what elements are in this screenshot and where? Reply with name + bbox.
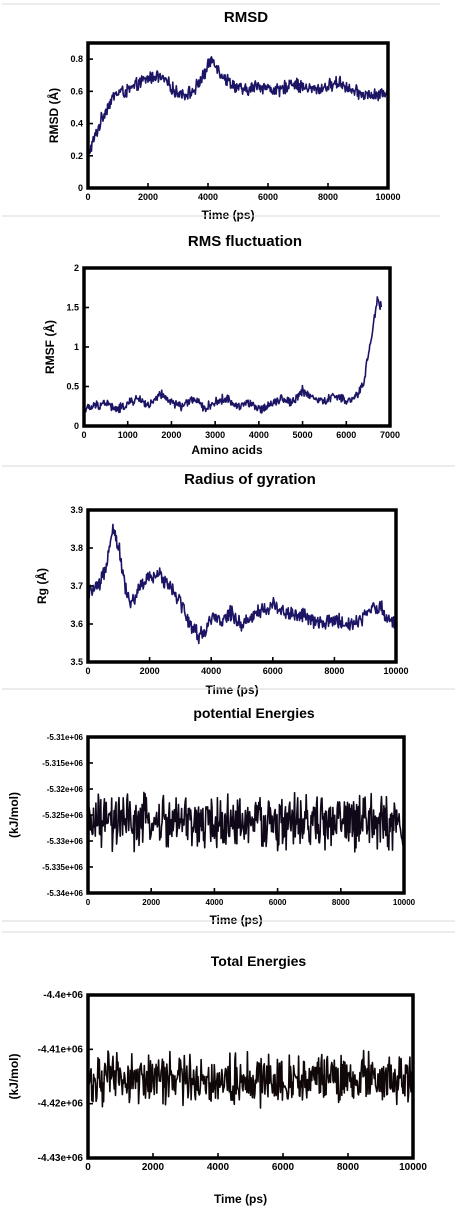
chart-svg-potential-energy: potential Energies 0 2000 4000 6000 8000 10000… <box>7 705 416 927</box>
y-tick-label-rmsd: 0.4 <box>70 119 83 129</box>
y-tick-label-rg: 3.9 <box>70 505 83 515</box>
x-tick-label-rg: 8000 <box>324 666 344 676</box>
y-tick-label-rmsf: 1 <box>74 342 79 352</box>
x-axis-label-rg: Time (ps) <box>205 683 258 697</box>
x-tick-label-total-energy: 4000 <box>207 1162 230 1173</box>
chart-svg-total-energy: Total Energies 0 2000 4000 6000 8000 10000 -4.4… <box>7 953 427 1206</box>
x-tick-label-potential-energy: 6000 <box>269 898 287 907</box>
x-tick-label-rmsd: 10000 <box>375 192 400 202</box>
series-line-potential-energy <box>87 791 405 853</box>
x-tick-label-rmsf: 0 <box>81 430 86 440</box>
y-axis-label-rg: Rg (Å) <box>34 568 49 604</box>
y-tick-label-potential-energy: -5.31e+06 <box>47 733 84 742</box>
x-tick-label-total-energy: 0 <box>85 1162 91 1173</box>
y-axis-label-total-energy: (kJ/mol) <box>7 1053 21 1099</box>
series-line-rmsf <box>83 296 383 415</box>
y-axis-label-rmsd: RMSD (Å) <box>46 88 61 143</box>
x-tick-label-potential-energy: 4000 <box>206 898 224 907</box>
y-tick-label-potential-energy: -5.325e+06 <box>42 811 83 820</box>
x-tick-label-rg: 4000 <box>201 666 221 676</box>
x-tick-label-rmsf: 5000 <box>293 430 313 440</box>
total-energy-chart: Total Energies 0 2000 4000 6000 8000 10000 -4.4… <box>0 945 463 1210</box>
y-tick-label-total-energy: -4.42e+06 <box>38 1099 84 1110</box>
x-tick-label-rg: 10000 <box>383 666 408 676</box>
plot-frame-rmsd <box>86 41 390 190</box>
series-line-rg <box>87 523 397 645</box>
x-tick-label-potential-energy: 0 <box>86 898 91 907</box>
x-axis-label-rmsf: Amino acids <box>191 443 263 457</box>
y-tick-label-rg: 3.6 <box>70 619 83 629</box>
x-tick-label-total-energy: 2000 <box>142 1162 165 1173</box>
y-tick-label-potential-energy: -5.34e+06 <box>47 889 84 898</box>
rmsf-chart: RMS fluctuation 0 1000 2000 3000 4000 5000 6000… <box>0 228 463 460</box>
x-tick-label-rg: 2000 <box>140 666 160 676</box>
x-tick-label-potential-energy: 2000 <box>142 898 160 907</box>
chart-svg-rmsd: RMSD 0 2000 4000 6000 8000 10000 0 0.2 0.4 0.6 0.8 T… <box>46 9 401 222</box>
x-tick-label-rmsf: 4000 <box>249 430 269 440</box>
y-tick-label-rmsd: 0.6 <box>70 86 83 96</box>
y-tick-label-rmsd: 0 <box>78 183 83 193</box>
x-tick-label-potential-energy: 10000 <box>393 898 416 907</box>
chart-title-rmsf: RMS fluctuation <box>188 233 302 250</box>
y-tick-label-rmsd: 0.8 <box>70 54 83 64</box>
x-tick-label-rmsf: 7000 <box>380 430 400 440</box>
y-tick-label-rmsf: 2 <box>74 263 79 273</box>
potential-energy-chart: potential Energies 0 2000 4000 6000 8000 10000… <box>0 700 463 930</box>
x-tick-label-potential-energy: 8000 <box>332 898 350 907</box>
y-tick-label-rg: 3.5 <box>70 657 83 667</box>
chart-title-rg: Radius of gyration <box>184 471 316 488</box>
x-axis-label-rmsd: Time (ps) <box>201 208 254 222</box>
x-tick-label-rmsd: 4000 <box>198 192 218 202</box>
y-tick-label-rg: 3.7 <box>70 581 83 591</box>
x-tick-label-rmsd: 6000 <box>258 192 278 202</box>
plot-frame-rg <box>86 508 398 664</box>
y-tick-label-rmsf: 1.5 <box>66 303 79 313</box>
chart-svg-rmsf: RMS fluctuation 0 1000 2000 3000 4000 5000 6000… <box>42 233 400 457</box>
rmsd-chart: RMSD 0 2000 4000 6000 8000 10000 0 0.2 0.4 0.6 0.8 T… <box>0 0 463 222</box>
x-tick-label-total-energy: 8000 <box>337 1162 360 1173</box>
x-tick-label-rmsd: 2000 <box>138 192 158 202</box>
x-tick-label-rmsf: 1000 <box>118 430 138 440</box>
chart-title-rmsd: RMSD <box>224 9 268 26</box>
y-tick-label-rmsf: 0 <box>74 421 79 431</box>
y-axis-label-rmsf: RMSF (Å) <box>42 320 57 374</box>
chart-svg-rg: Radius of gyration 0 2000 4000 6000 8000 10000… <box>34 471 409 697</box>
series-line-total-energy <box>87 1049 414 1109</box>
x-tick-label-rg: 0 <box>85 666 90 676</box>
chart-title-potential-energy: potential Energies <box>193 705 315 721</box>
y-tick-label-rg: 3.8 <box>70 543 83 553</box>
y-tick-label-total-energy: -4.43e+06 <box>38 1153 84 1164</box>
x-tick-label-rmsf: 6000 <box>336 430 356 440</box>
x-tick-label-rg: 6000 <box>263 666 283 676</box>
y-tick-label-total-energy: -4.41e+06 <box>38 1044 84 1055</box>
x-tick-label-rmsf: 3000 <box>205 430 225 440</box>
chart-title-total-energy: Total Energies <box>211 953 307 969</box>
y-tick-label-potential-energy: -5.33e+06 <box>47 837 84 846</box>
y-tick-label-potential-energy: -5.32e+06 <box>47 785 84 794</box>
y-axis-label-potential-energy: (kJ/mol) <box>7 792 21 838</box>
x-tick-label-total-energy: 10000 <box>399 1162 427 1173</box>
radius-of-gyration-chart: Radius of gyration 0 2000 4000 6000 8000 10000… <box>0 470 463 697</box>
x-axis-label-total-energy: Time (ps) <box>214 1192 267 1206</box>
y-tick-label-potential-energy: -5.335e+06 <box>42 863 83 872</box>
y-tick-label-total-energy: -4.4e+06 <box>43 990 83 1001</box>
plot-frame-total-energy <box>86 993 415 1160</box>
y-tick-label-potential-energy: -5.315e+06 <box>42 759 83 768</box>
x-tick-label-rmsf: 2000 <box>161 430 181 440</box>
x-tick-label-rmsd: 8000 <box>318 192 338 202</box>
x-tick-label-rmsd: 0 <box>85 192 90 202</box>
x-axis-label-potential-energy: Time (ps) <box>209 913 262 927</box>
x-tick-label-total-energy: 6000 <box>272 1162 295 1173</box>
series-line-rmsd <box>87 56 389 155</box>
y-tick-label-rmsd: 0.2 <box>70 151 83 161</box>
y-tick-label-rmsf: 0.5 <box>66 382 79 392</box>
